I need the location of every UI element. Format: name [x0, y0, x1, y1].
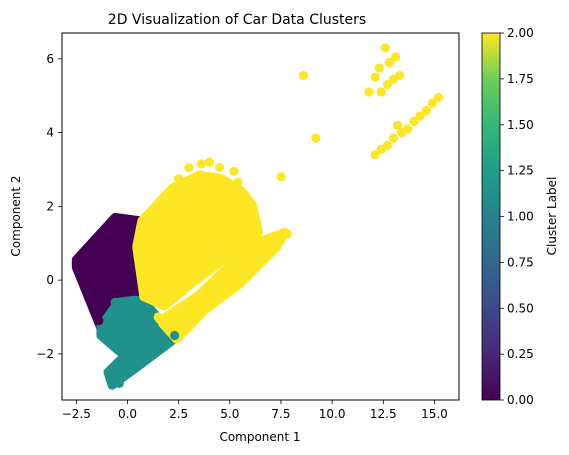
scatter-point	[114, 378, 124, 388]
cluster-2-region	[155, 227, 290, 344]
scatter-point	[106, 369, 116, 379]
colorbar-gradient	[481, 32, 501, 401]
scatter-point	[215, 163, 225, 173]
y-axis-label: Component 2	[9, 175, 23, 256]
scatter-point	[409, 116, 419, 127]
scatter-point	[122, 214, 133, 224]
scatter-point	[403, 124, 413, 134]
scatter-point	[391, 52, 401, 62]
scatter-point	[415, 111, 425, 121]
x-tick-label: 0.0	[118, 407, 137, 421]
colorbar-tick-label: 0.50	[507, 301, 534, 315]
scatter-point	[421, 105, 431, 116]
y-tick-label: 4	[46, 126, 54, 140]
colorbar: 0.00 0.25 0.50 0.75 1.00 1.25 1.50 1.75 2.00 Clu…	[481, 26, 559, 407]
scatter-point	[393, 120, 403, 130]
scatter-point	[370, 150, 380, 160]
scatter-point	[98, 329, 108, 339]
x-tick-label: 12.5	[370, 407, 397, 421]
colorbar-tick-label: 1.00	[507, 210, 534, 224]
scatter-point	[174, 174, 184, 184]
colorbar-tick-label: 2.00	[507, 26, 534, 40]
scatter-point	[233, 177, 243, 187]
scatter-point	[225, 179, 235, 189]
x-tick-label: 15.0	[421, 407, 448, 421]
scatter-point	[395, 70, 405, 80]
colorbar-tick-label: 0.00	[507, 393, 534, 407]
x-axis: −2.5 0.0 2.5 5.0 7.5 10.0 12.5 15.0	[62, 400, 448, 421]
y-tick-label: 2	[46, 199, 54, 213]
colorbar-tick-label: 1.50	[507, 118, 534, 132]
plot-frame	[61, 32, 460, 401]
x-tick-label: 5.0	[220, 407, 239, 421]
scatter-point	[311, 133, 321, 143]
scatter-point	[204, 157, 214, 167]
y-axis: −2 0 2 4 6	[36, 52, 62, 361]
scatter-point	[384, 57, 394, 68]
scatter-point	[388, 133, 399, 143]
scatter-point	[184, 163, 194, 173]
x-axis-label: Component 1	[219, 430, 300, 444]
y-tick-label: 0	[46, 273, 54, 287]
scatter-point	[106, 308, 116, 318]
scatter-point	[110, 297, 120, 307]
scatter-point	[374, 63, 384, 73]
scatter-point	[102, 235, 112, 245]
scatter-point	[112, 338, 122, 348]
x-tick-label: 2.5	[169, 407, 188, 421]
colorbar-label: Cluster Label	[545, 177, 559, 256]
scatter-point	[276, 172, 286, 182]
scatter-point	[217, 235, 227, 245]
scatter-point	[229, 166, 239, 176]
scatter-point	[382, 80, 392, 90]
scatter-point	[221, 220, 231, 230]
colorbar-tick-label: 1.75	[507, 72, 534, 86]
scatter-point	[370, 72, 380, 82]
scatter-point	[153, 312, 163, 322]
scatter-point	[131, 295, 141, 305]
scatter-point	[298, 70, 309, 80]
scatter-point	[282, 229, 292, 239]
scatter-point	[380, 43, 390, 53]
scatter-point	[170, 330, 180, 341]
scatter-point	[118, 299, 128, 309]
scatter-point	[382, 140, 392, 151]
scatter-point	[149, 321, 159, 331]
plot-area	[61, 32, 460, 401]
chart-title: 2D Visualization of Car Data Clusters	[108, 12, 366, 28]
cluster-2-region	[132, 170, 263, 311]
scatter-point	[433, 92, 444, 103]
y-tick-label: −2	[36, 347, 54, 361]
scatter-point	[376, 87, 386, 97]
scatter-point	[364, 87, 374, 97]
y-tick-label: 6	[46, 52, 54, 66]
colorbar-tick-label: 1.25	[507, 164, 534, 178]
scatter-point	[196, 159, 206, 169]
x-tick-label: 10.0	[319, 407, 346, 421]
x-tick-label: −2.5	[62, 407, 91, 421]
scatter-point	[221, 190, 231, 200]
colorbar-tick-label: 0.75	[507, 255, 534, 269]
x-tick-label: 7.5	[271, 407, 290, 421]
scatter-point	[94, 316, 104, 326]
scatter-point	[73, 258, 83, 269]
colorbar-tick-label: 0.25	[507, 347, 534, 361]
scatter-point	[427, 98, 437, 108]
